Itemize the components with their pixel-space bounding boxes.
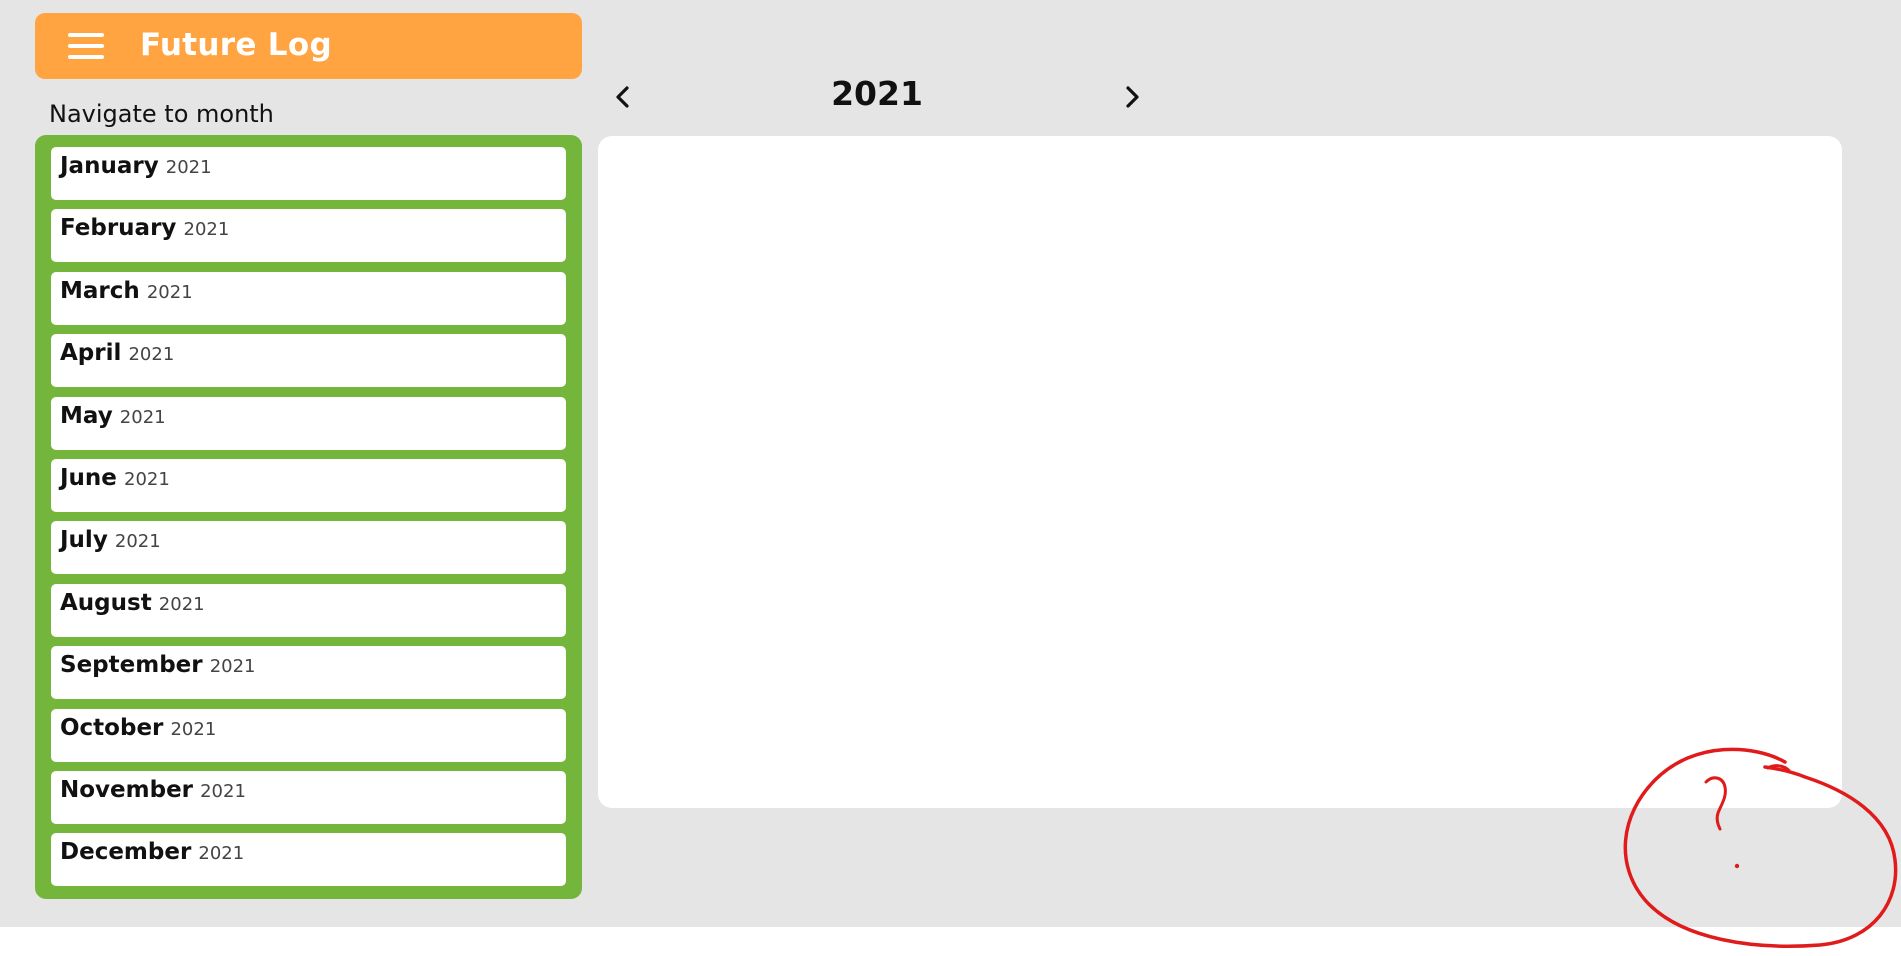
month-item-october[interactable]: October 2021 (51, 708, 566, 762)
month-item-december[interactable]: December 2021 (51, 833, 566, 887)
month-year: 2021 (209, 656, 256, 678)
month-year: 2021 (158, 593, 205, 615)
month-name: August (60, 589, 152, 616)
month-navigation-list: January 2021 February 2021 March 2021 April… (35, 135, 582, 899)
month-year: 2021 (198, 843, 245, 865)
month-year: 2021 (114, 531, 161, 553)
chevron-right-icon[interactable] (1115, 80, 1149, 114)
app-header: Future Log (35, 13, 582, 79)
month-name: March (60, 277, 140, 304)
month-item-november[interactable]: November 2021 (51, 770, 566, 824)
month-name: December (60, 839, 192, 866)
month-name: January (60, 153, 159, 179)
month-item-february[interactable]: February 2021 (51, 209, 566, 263)
month-name: February (60, 215, 177, 242)
month-item-april[interactable]: April 2021 (51, 334, 566, 388)
month-name: September (60, 652, 203, 679)
month-name: May (60, 402, 113, 429)
month-year: 2021 (183, 219, 230, 241)
month-year: 2021 (119, 406, 166, 428)
chevron-left-icon[interactable] (606, 80, 640, 114)
month-item-september[interactable]: September 2021 (51, 646, 566, 700)
month-year: 2021 (170, 718, 217, 740)
year-content-panel (598, 136, 1842, 808)
hamburger-menu-icon[interactable] (66, 30, 106, 62)
month-item-january[interactable]: January 2021 (51, 147, 566, 200)
month-item-june[interactable]: June 2021 (51, 458, 566, 512)
month-name: November (60, 776, 194, 803)
month-year: 2021 (146, 281, 193, 303)
month-name: July (60, 527, 108, 554)
month-item-march[interactable]: March 2021 (51, 271, 566, 325)
month-item-july[interactable]: July 2021 (51, 521, 566, 575)
month-year: 2021 (124, 468, 170, 490)
month-year: 2021 (200, 780, 246, 802)
month-item-may[interactable]: May 2021 (51, 396, 566, 450)
month-name: June (60, 464, 117, 491)
month-item-august[interactable]: August 2021 (51, 583, 566, 637)
year-title: 2021 (831, 74, 923, 113)
month-name: October (60, 714, 164, 741)
month-year: 2021 (128, 344, 175, 366)
page-title: Future Log (140, 27, 332, 63)
month-year: 2021 (165, 157, 212, 178)
month-name: April (60, 340, 122, 367)
navigate-to-month-label: Navigate to month (49, 100, 274, 128)
